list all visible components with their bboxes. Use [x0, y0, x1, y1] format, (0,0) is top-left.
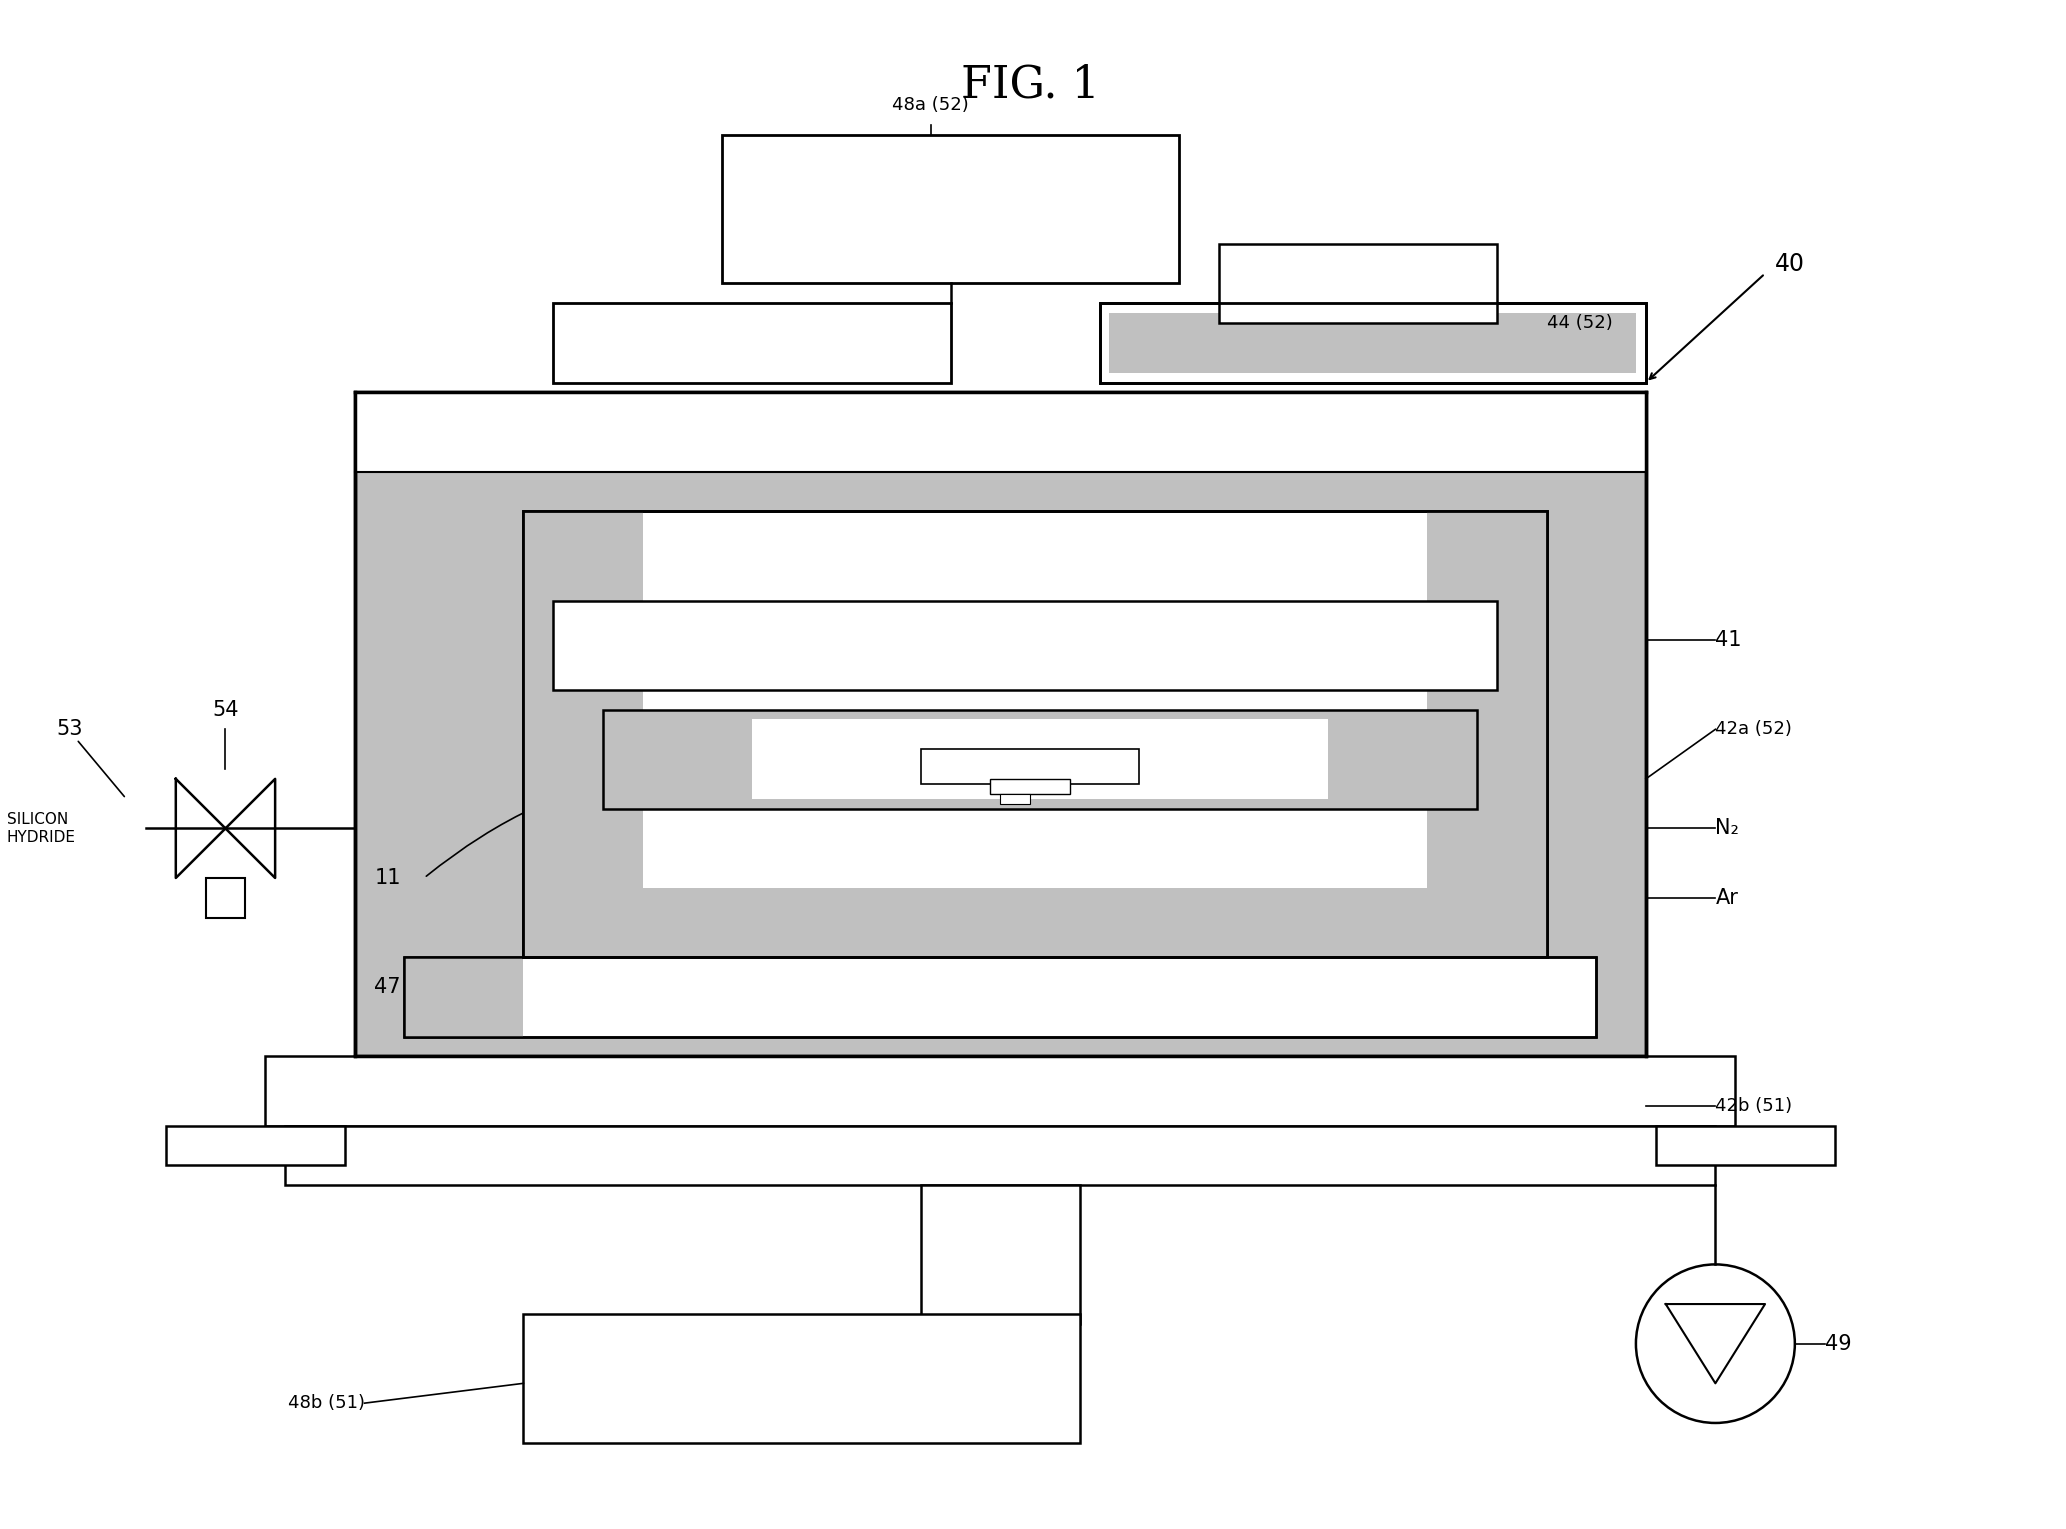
Bar	[554, 303, 950, 382]
Text: 42a (52): 42a (52)	[1715, 720, 1793, 739]
Text: 42b (51): 42b (51)	[1715, 1096, 1793, 1115]
Bar	[1099, 303, 1647, 382]
Bar	[554, 601, 1498, 690]
Bar	[723, 135, 1180, 283]
Bar	[523, 1313, 1081, 1443]
Text: N₂: N₂	[1715, 818, 1740, 838]
Bar	[523, 888, 1547, 957]
Bar	[285, 1125, 1715, 1185]
Bar	[921, 749, 1138, 784]
Text: 47: 47	[374, 977, 401, 997]
Bar	[1428, 511, 1547, 957]
Bar	[1000, 794, 1031, 804]
Bar	[990, 778, 1070, 794]
Circle shape	[1636, 1264, 1795, 1423]
Text: 40: 40	[1775, 252, 1806, 275]
Bar	[264, 1057, 1735, 1125]
Bar	[603, 709, 1477, 809]
Bar	[1099, 303, 1647, 382]
Bar	[207, 878, 246, 917]
Bar	[355, 393, 1647, 1057]
Text: 54: 54	[213, 699, 240, 720]
Text: FIG. 1: FIG. 1	[961, 64, 1099, 107]
Text: 53: 53	[56, 719, 83, 740]
Bar	[921, 1185, 1081, 1324]
Text: 11: 11	[374, 868, 401, 888]
Bar	[405, 957, 1597, 1037]
Bar	[1109, 313, 1636, 373]
Bar	[523, 511, 1547, 957]
Bar	[405, 957, 1597, 1037]
Bar	[1655, 1125, 1835, 1165]
Bar	[523, 511, 1547, 957]
Text: 41: 41	[1715, 630, 1742, 650]
Text: 48a (52): 48a (52)	[893, 96, 969, 115]
Bar	[1219, 243, 1498, 323]
Text: 49: 49	[1824, 1333, 1851, 1353]
Text: 48b (51): 48b (51)	[287, 1394, 364, 1413]
Bar	[355, 393, 1647, 471]
Bar	[752, 720, 1328, 798]
Bar	[165, 1125, 345, 1165]
Bar	[523, 511, 643, 957]
Text: 44 (52): 44 (52)	[1547, 313, 1611, 332]
Text: SILICON
HYDRIDE: SILICON HYDRIDE	[6, 812, 76, 846]
Text: Ar: Ar	[1715, 888, 1738, 908]
Bar	[405, 957, 523, 1037]
